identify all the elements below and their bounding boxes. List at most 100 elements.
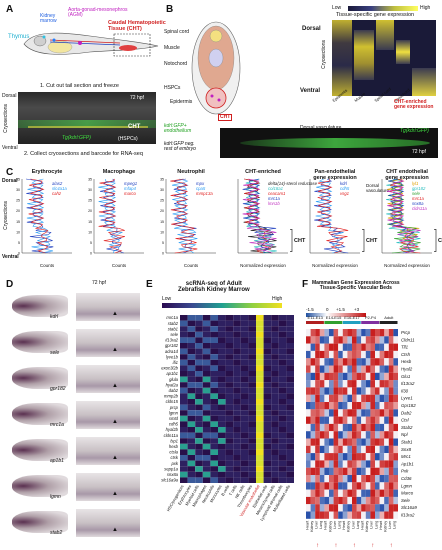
heatmap-cell [310, 394, 316, 402]
heatmap-cell [356, 467, 362, 475]
heatmap-cell [375, 445, 380, 454]
heatmap-cell [195, 410, 203, 416]
stage-label: P2-P4 [365, 315, 377, 320]
heatmap-cell [218, 438, 226, 444]
heatmap-cell [370, 438, 375, 446]
gene-label: ap1b1 [166, 371, 178, 376]
heatmap-cell [388, 467, 394, 475]
heatmap-cell [329, 416, 334, 424]
heatmap-cell [202, 443, 211, 450]
heatmap-cell [202, 376, 211, 383]
heatmap-cell [370, 358, 375, 366]
heatmap-cell [347, 438, 352, 446]
heatmap-cell [187, 421, 196, 427]
heatmap-cell [393, 438, 398, 446]
embryo-whole-image [12, 475, 68, 497]
heatmap-cell [347, 504, 352, 512]
y-tick: 25 [88, 199, 92, 203]
heatmap-cell [347, 387, 352, 395]
heatmap-cell [319, 489, 325, 497]
heatmap-cell [338, 445, 343, 454]
heatmap-cell [278, 382, 287, 388]
heatmap-cell [319, 409, 325, 417]
heatmap-cell [393, 504, 398, 512]
heatmap-cell [202, 449, 211, 455]
heatmap-cell [342, 380, 348, 388]
heatmap-cell [347, 372, 352, 381]
heatmap-cell [233, 371, 241, 377]
heatmap-cell [240, 455, 249, 461]
tissue-label: Liver [333, 520, 337, 529]
series-line [28, 178, 49, 254]
heatmap-cell [180, 382, 188, 388]
heatmap-cell [352, 445, 357, 454]
ish-row-mrc1a: ▲ mrc1a [12, 399, 140, 431]
heatmap-cell [278, 466, 287, 472]
gene-label: Stab1 [401, 440, 413, 445]
gene-label: Mrc1 [401, 454, 411, 459]
heatmap-cell [218, 443, 226, 450]
legend-entry: ceacam1 [268, 191, 286, 196]
heatmap-cell [180, 443, 188, 450]
heatmap-cell [263, 438, 272, 444]
heatmap-cell [225, 343, 234, 349]
heatmap-cell [324, 343, 329, 351]
heatmap-cell [271, 404, 279, 411]
heatmap-cell [202, 404, 211, 411]
heatmap-cell [225, 399, 234, 405]
heatmap-cell [271, 443, 279, 450]
heatmap-cell [315, 489, 320, 497]
heatmap-cell [256, 415, 264, 422]
heatmap-cell [342, 496, 348, 505]
heatmap-cell [187, 331, 196, 338]
heatmap-cell [384, 409, 389, 417]
heatmap-cell [379, 402, 385, 410]
gene-label: Ctsl [401, 418, 410, 423]
heatmap-cell [315, 496, 320, 505]
heatmap-cell [233, 348, 241, 355]
heatmap-cell [225, 477, 234, 483]
legend-entry: kdrl [340, 181, 348, 186]
heatmap-cell [324, 475, 329, 483]
heatmap-cell [218, 432, 226, 439]
heatmap-cell [356, 387, 362, 395]
heatmap-cell [315, 453, 320, 461]
title-e: scRNA-seq of Adult Zebrafish Kidney Marr… [178, 281, 250, 293]
heatmap-cell [256, 337, 264, 343]
heatmap-cell [393, 489, 398, 497]
heatmap-cell [278, 365, 287, 371]
heatmap-cell [278, 404, 287, 411]
x-label: Normalized expression [240, 263, 286, 268]
cht-label: CHT [294, 238, 306, 244]
heatmap-cell [324, 365, 329, 373]
heatmap-cell [263, 471, 272, 478]
heatmap-cell [356, 416, 362, 424]
heatmap-cell [187, 477, 196, 483]
heatmap-cell [202, 348, 211, 355]
heatmap-cell [352, 358, 357, 366]
subplot-title: Neutrophil [177, 169, 205, 175]
heatmap-cell [256, 427, 264, 433]
heatmap-cell [384, 387, 389, 395]
heatmap-cell [195, 348, 203, 355]
heatmap-cell [256, 348, 264, 355]
heatmap-cell [342, 511, 348, 519]
heatmap-cell [393, 453, 398, 461]
heatmap-cell [347, 482, 352, 490]
heatmap-cell [240, 348, 249, 355]
heatmap-cell [379, 445, 385, 454]
heatmap-cell [356, 504, 362, 512]
ish-row-lgmn: ▲ lgmn [12, 471, 140, 503]
heatmap-cell [248, 320, 256, 327]
heatmap-cell [248, 427, 256, 433]
heatmap-cell [240, 387, 249, 394]
heatmap-cell [256, 449, 264, 455]
heatmap-cell [370, 482, 375, 490]
y-tick: 20 [16, 209, 20, 213]
y-tick: 10 [160, 230, 164, 234]
heatmap-cell [210, 337, 218, 343]
heatmap-cell [278, 449, 287, 455]
heatmap-cell [352, 336, 357, 344]
title-f: Mammalian Gene Expression Across Tissue-… [312, 280, 400, 291]
